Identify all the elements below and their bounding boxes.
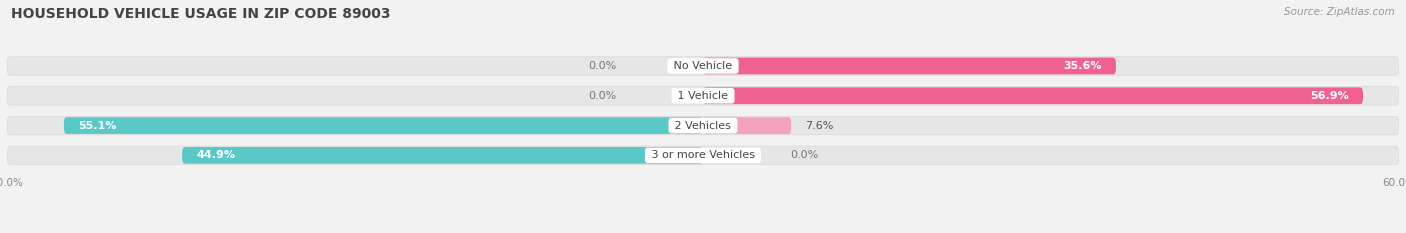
FancyBboxPatch shape	[183, 147, 703, 164]
FancyBboxPatch shape	[7, 116, 1399, 135]
Text: 56.9%: 56.9%	[1310, 91, 1350, 101]
FancyBboxPatch shape	[63, 117, 703, 134]
FancyBboxPatch shape	[7, 57, 1399, 75]
Text: HOUSEHOLD VEHICLE USAGE IN ZIP CODE 89003: HOUSEHOLD VEHICLE USAGE IN ZIP CODE 8900…	[11, 7, 391, 21]
Text: 3 or more Vehicles: 3 or more Vehicles	[648, 150, 758, 160]
Text: 35.6%: 35.6%	[1063, 61, 1102, 71]
Text: 0.0%: 0.0%	[588, 91, 616, 101]
Text: 2 Vehicles: 2 Vehicles	[671, 120, 735, 130]
Text: 0.0%: 0.0%	[588, 61, 616, 71]
Text: 55.1%: 55.1%	[77, 120, 117, 130]
Text: No Vehicle: No Vehicle	[671, 61, 735, 71]
Text: 44.9%: 44.9%	[195, 150, 235, 160]
Text: 7.6%: 7.6%	[806, 120, 834, 130]
Text: 1 Vehicle: 1 Vehicle	[675, 91, 731, 101]
FancyBboxPatch shape	[703, 58, 1116, 74]
FancyBboxPatch shape	[7, 146, 1399, 165]
FancyBboxPatch shape	[703, 117, 792, 134]
FancyBboxPatch shape	[7, 86, 1399, 105]
Text: 0.0%: 0.0%	[790, 150, 818, 160]
Text: Source: ZipAtlas.com: Source: ZipAtlas.com	[1284, 7, 1395, 17]
FancyBboxPatch shape	[703, 87, 1362, 104]
